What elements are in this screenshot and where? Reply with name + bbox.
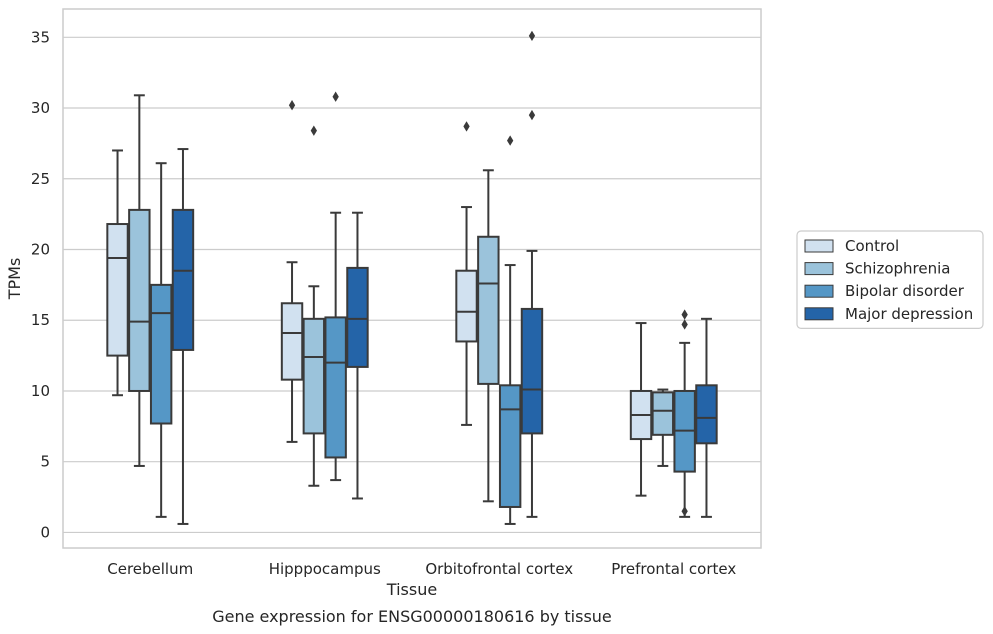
- box-orbitofrontal-cortex: [455, 121, 478, 426]
- box-iqr: [498, 384, 522, 508]
- y-axis-ticks: 0 5 10 15 20 25 30 35: [31, 28, 50, 541]
- x-tick-label: Prefrontal cortex: [611, 560, 736, 578]
- box-hipppocampus: [346, 211, 369, 500]
- box-orbitofrontal-cortex: [520, 30, 544, 518]
- outlier-point: [681, 319, 688, 330]
- outlier-point: [507, 135, 514, 146]
- legend-swatch: [804, 239, 834, 253]
- box-iqr: [695, 384, 718, 445]
- outlier-point: [681, 309, 688, 320]
- series-schizophrenia: [128, 94, 675, 503]
- legend-label: Major depression: [845, 305, 973, 323]
- box-iqr: [455, 269, 478, 343]
- box-hipppocampus: [302, 125, 326, 487]
- y-tick-label: 10: [31, 382, 50, 400]
- box-prefrontal-cortex: [651, 388, 675, 467]
- box-iqr: [280, 302, 304, 381]
- box-iqr: [324, 316, 347, 459]
- x-tick-label: Cerebellum: [107, 560, 193, 578]
- legend-swatch: [804, 262, 834, 276]
- box-hipppocampus: [280, 100, 304, 443]
- box-iqr: [520, 307, 544, 435]
- box-prefrontal-cortex: [673, 309, 696, 518]
- outlier-point: [463, 121, 470, 132]
- box-prefrontal-cortex: [629, 322, 653, 497]
- outlier-point: [288, 100, 296, 111]
- box-hipppocampus: [324, 91, 347, 482]
- y-axis-label: TPMs: [5, 258, 24, 301]
- x-axis-label: Tissue: [386, 580, 437, 599]
- outlier-point: [310, 125, 317, 136]
- legend-label: Schizophrenia: [845, 260, 950, 278]
- box-cerebellum: [106, 149, 129, 397]
- outlier-point: [681, 506, 688, 517]
- plot-area-frame: [62, 8, 762, 549]
- box-iqr: [346, 266, 369, 368]
- x-axis-ticks: Cerebellum Hipppocampus Orbitofrontal cort…: [107, 560, 736, 578]
- legend: Control Schizophrenia Bipolar disorder Majo…: [796, 230, 984, 330]
- box-series: [106, 30, 718, 525]
- legend-frame: [796, 230, 984, 330]
- figure-caption: Gene expression for ENSG00000180616 by t…: [212, 607, 612, 626]
- series-control: [106, 100, 653, 497]
- y-tick-label: 30: [31, 99, 50, 117]
- y-tick-label: 20: [31, 240, 50, 258]
- box-cerebellum: [128, 94, 151, 467]
- legend-label: Control: [845, 237, 899, 255]
- outlier-point: [332, 91, 339, 102]
- legend-item: Bipolar disorder: [804, 282, 965, 300]
- legend-item: Major depression: [804, 305, 973, 323]
- box-orbitofrontal-cortex: [498, 135, 522, 525]
- y-tick-label: 0: [40, 523, 50, 541]
- x-tick-label: Hipppocampus: [269, 560, 381, 578]
- box-iqr: [651, 391, 675, 436]
- legend-label: Bipolar disorder: [845, 282, 965, 300]
- series-bipolar-disorder: [149, 91, 696, 525]
- box-iqr: [477, 235, 500, 385]
- legend-item: Schizophrenia: [804, 260, 950, 278]
- box-orbitofrontal-cortex: [477, 169, 500, 503]
- y-tick-label: 15: [31, 311, 50, 329]
- x-tick-label: Orbitofrontal cortex: [425, 560, 573, 578]
- box-iqr: [171, 208, 195, 351]
- outlier-point: [528, 109, 536, 121]
- box-cerebellum: [171, 148, 195, 525]
- y-tick-label: 35: [31, 28, 50, 46]
- box-iqr: [302, 317, 326, 435]
- y-tick-label: 25: [31, 170, 50, 188]
- legend-swatch: [804, 307, 834, 321]
- box-iqr: [106, 223, 129, 357]
- box-cerebellum: [149, 162, 173, 518]
- series-major-depression: [171, 30, 718, 525]
- outlier-point: [528, 30, 536, 42]
- legend-swatch: [804, 284, 834, 298]
- box-prefrontal-cortex: [695, 317, 718, 518]
- legend-item: Control: [804, 237, 899, 255]
- box-iqr: [149, 283, 173, 425]
- y-tick-label: 5: [40, 453, 50, 471]
- box-iqr: [128, 208, 151, 392]
